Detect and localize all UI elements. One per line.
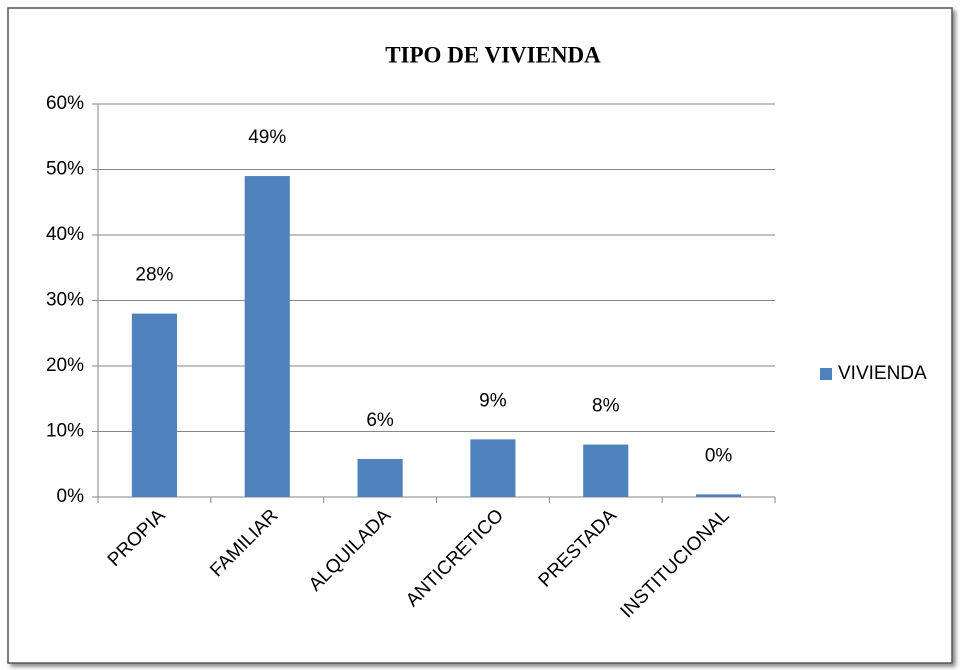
bar (131, 313, 177, 497)
bar (244, 176, 290, 498)
bar (696, 494, 742, 497)
y-tick-label: 10% (46, 421, 84, 442)
chart-title: TIPO DE VIVIENDA (385, 42, 601, 67)
data-label: 49% (248, 127, 286, 148)
data-label: 28% (135, 265, 173, 286)
y-tick-label: 50% (46, 159, 84, 180)
y-tick-label: 40% (46, 224, 84, 245)
data-label: 0% (705, 445, 733, 466)
data-label: 8% (592, 396, 620, 417)
y-tick-label: 30% (46, 290, 84, 311)
bar (470, 439, 516, 497)
legend-swatch (820, 368, 832, 380)
y-tick-label: 0% (57, 486, 85, 507)
y-tick-label: 60% (46, 93, 84, 114)
y-tick-label: 20% (46, 355, 84, 376)
data-label: 9% (479, 390, 507, 411)
legend-label: VIVIENDA (838, 363, 927, 384)
data-label: 6% (366, 410, 394, 431)
bar (583, 444, 629, 497)
bar (357, 459, 403, 497)
